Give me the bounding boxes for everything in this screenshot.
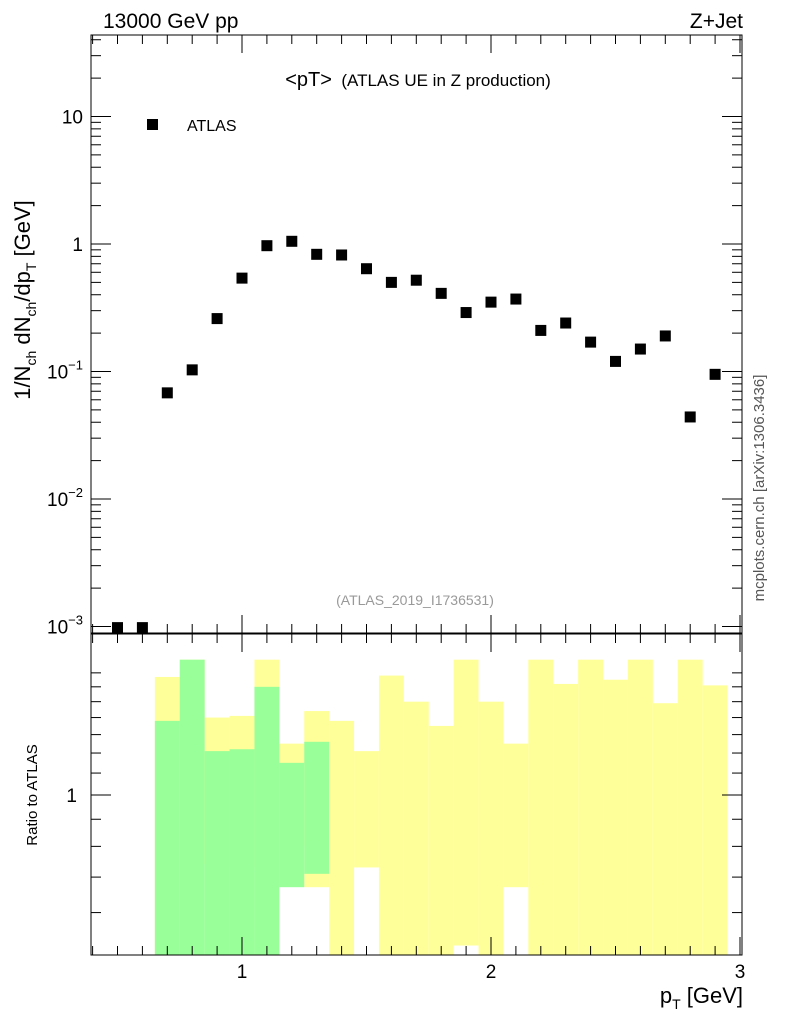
data-point <box>261 240 273 252</box>
header-right: Z+Jet <box>690 10 743 33</box>
ratio-band-yellow <box>702 685 728 955</box>
side-label: mcplots.cern.ch [arXiv:1306.3436] <box>751 375 768 602</box>
ratio-band-yellow <box>528 659 554 955</box>
data-point <box>634 343 646 355</box>
upper-y-tick-label-base: 1 <box>72 235 83 256</box>
upper-y-tick-label-base: 10 <box>47 490 68 511</box>
data-point <box>709 368 721 380</box>
data-point <box>610 355 621 367</box>
data-point <box>510 293 522 305</box>
data-point <box>136 622 148 634</box>
data-point <box>485 296 497 308</box>
upper-y-tick-label-exp: −1 <box>68 358 83 373</box>
ratio-band-yellow <box>428 725 454 955</box>
data-point <box>236 272 248 284</box>
ratio-band-green <box>279 762 305 888</box>
upper-y-tick-label: 1 <box>72 235 83 256</box>
legend-label: ATLAS <box>187 118 237 135</box>
data-point <box>211 313 223 325</box>
upper-y-tick-label: 10−3 <box>47 613 83 639</box>
side-label-text: mcplots.cern.ch [arXiv:1306.3436] <box>751 375 768 602</box>
ratio-band-yellow <box>329 720 355 955</box>
ratio-band-green <box>229 749 255 955</box>
upper-y-tick-label: 10 <box>62 108 83 129</box>
ratio-axis-ticks: 1 2 3 1 <box>66 634 745 983</box>
ratio-band-yellow <box>677 659 703 955</box>
ratio-band-green <box>304 741 330 874</box>
data-point <box>435 287 447 299</box>
ratio-band-yellow <box>627 659 653 955</box>
analysis-tag: (ATLAS_2019_I1736531) <box>336 592 494 608</box>
ratio-band-yellow <box>478 701 504 955</box>
ratio-band-yellow <box>403 701 429 955</box>
data-point <box>336 249 348 261</box>
ratio-band-green <box>254 686 280 955</box>
plot-title: <pT> (ATLAS UE in Z production) <box>285 69 551 91</box>
ratio-band-yellow <box>378 675 404 955</box>
upper-y-tick-label-base: 10 <box>62 108 83 129</box>
upper-y-tick-label-exp: −2 <box>68 485 83 500</box>
ratio-y-axis-label-text: Ratio to ATLAS <box>24 744 41 845</box>
ratio-band-green <box>204 751 230 955</box>
ratio-band-green <box>154 720 180 955</box>
data-point <box>460 307 472 319</box>
x-tick-label: 1 <box>237 962 248 983</box>
plot-title-observable: <pT> <box>285 69 332 91</box>
data-point <box>311 248 323 260</box>
upper-y-tick-label: 10−1 <box>47 358 83 384</box>
x-tick-label: 2 <box>486 962 497 983</box>
ratio-band-yellow <box>603 679 628 955</box>
data-point <box>585 336 597 348</box>
data-point <box>286 235 298 247</box>
header-left: 13000 GeV pp <box>103 10 238 33</box>
upper-y-tick-label-exp: −3 <box>68 613 83 628</box>
atlas-data-points <box>112 235 721 634</box>
upper-y-tick-label-base: 10 <box>47 618 68 639</box>
ratio-band-yellow <box>553 683 579 955</box>
ratio-y-tick-label: 1 <box>66 786 77 807</box>
data-point <box>659 330 671 342</box>
x-axis-label: pT [GeV] <box>660 983 743 1012</box>
legend-marker <box>147 119 158 130</box>
ratio-band-yellow <box>453 659 479 946</box>
data-point <box>112 622 123 634</box>
ratio-band-green <box>179 659 205 955</box>
ratio-band-yellow <box>578 659 604 955</box>
ratio-band-yellow <box>354 751 379 868</box>
data-point <box>535 324 547 336</box>
ratio-y-axis-label: Ratio to ATLAS <box>24 744 41 845</box>
ratio-band-yellow <box>503 743 529 888</box>
upper-y-tick-label-base: 10 <box>47 363 68 384</box>
svg-text:1/Nch dNch/dpT [GeV]: 1/Nch dNch/dpT [GeV] <box>10 200 39 400</box>
x-tick-label: 3 <box>735 962 746 983</box>
data-point <box>361 263 372 275</box>
upper-y-axis-label: 1/Nch dNch/dpT [GeV] <box>10 200 39 400</box>
data-point <box>560 317 572 329</box>
ratio-band-yellow <box>652 703 678 955</box>
plot-title-description: (ATLAS UE in Z production) <box>341 71 550 90</box>
data-point <box>410 274 422 286</box>
data-point <box>186 364 198 376</box>
ratio-bands <box>154 659 728 955</box>
data-point <box>161 387 173 399</box>
data-point <box>385 276 397 288</box>
upper-y-tick-label: 10−2 <box>47 485 83 511</box>
data-point <box>684 411 696 423</box>
